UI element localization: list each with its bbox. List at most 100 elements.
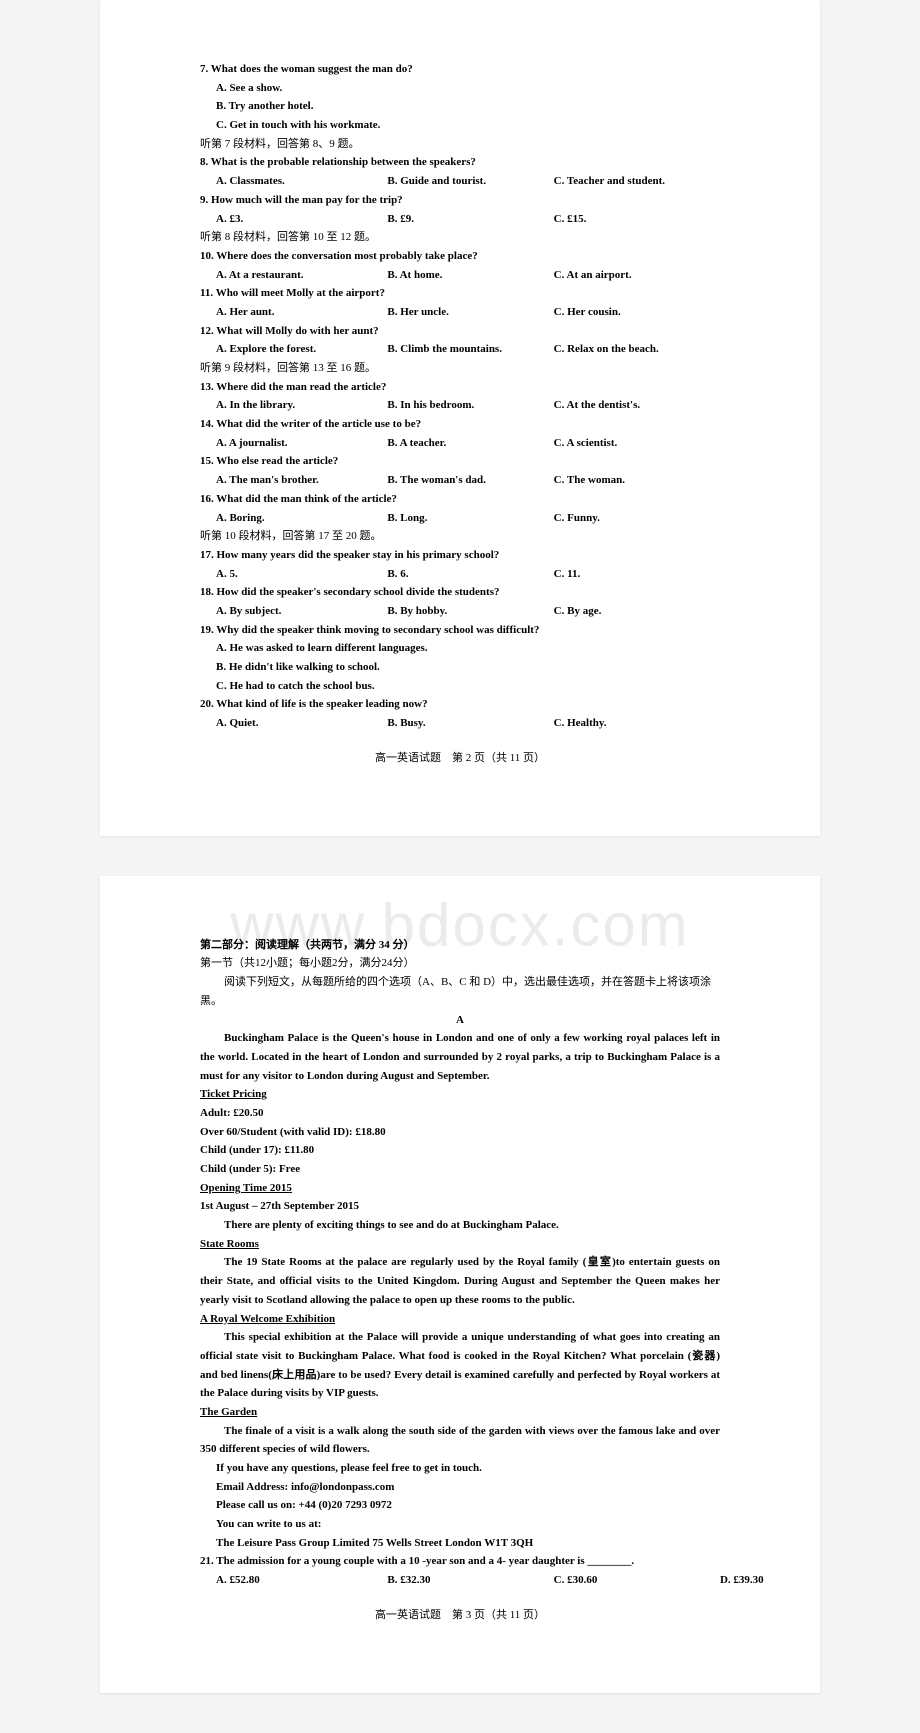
opening-line: There are plenty of exciting things to s… [200,1216,720,1235]
q7-b: B. Try another hotel. [200,97,720,116]
q19-c: C. He had to catch the school bus. [200,677,720,696]
q15-b: B. The woman's dad. [387,471,553,490]
state-head: State Rooms [200,1235,720,1254]
part2-title: 第二部分：阅读理解（共两节，满分 34 分） [200,936,720,955]
pricing-child5: Child (under 5): Free [200,1160,720,1179]
contact-1: If you have any questions, please feel f… [200,1459,720,1478]
q16-b: B. Long. [387,509,553,528]
q13-stem: 13. Where did the man read the article? [200,378,720,397]
q14-stem: 14. What did the writer of the article u… [200,415,720,434]
q21-choices: A. £52.80 B. £32.30 C. £30.60 D. £39.30 [200,1571,720,1590]
contact-4: You can write to us at: [200,1515,720,1534]
q8-choices: A. Classmates. B. Guide and tourist. C. … [200,172,720,191]
sec1-inst: 阅读下列短文，从每题所给的四个选项（A、B、C 和 D）中，选出最佳选项，并在答… [200,973,720,1010]
q17-stem: 17. How many years did the speaker stay … [200,546,720,565]
q13-c: C. At the dentist's. [554,396,720,415]
q21-c: C. £30.60 [554,1571,720,1590]
q19-b: B. He didn't like walking to school. [200,658,720,677]
garden-body: The finale of a visit is a walk along th… [200,1422,720,1459]
q10-choices: A. At a restaurant. B. At home. C. At an… [200,266,720,285]
opening-head: Opening Time 2015 [200,1179,720,1198]
q15-stem: 15. Who else read the article? [200,452,720,471]
q15-a: A. The man's brother. [216,471,387,490]
q10-b: B. At home. [387,266,553,285]
q10-a: A. At a restaurant. [216,266,387,285]
q13-b: B. In his bedroom. [387,396,553,415]
sec1-title: 第一节（共12小题；每小题2分，满分24分） [200,954,720,973]
q10-c: C. At an airport. [554,266,720,285]
q16-a: A. Boring. [216,509,387,528]
q10-stem: 10. Where does the conversation most pro… [200,247,720,266]
q14-choices: A. A journalist. B. A teacher. C. A scie… [200,434,720,453]
q18-stem: 18. How did the speaker's secondary scho… [200,583,720,602]
passage-a-p1: Buckingham Palace is the Queen's house i… [200,1029,720,1085]
q19-a: A. He was asked to learn different langu… [200,639,720,658]
contact-3: Please call us on: +44 (0)20 7293 0972 [200,1496,720,1515]
welcome-head: A Royal Welcome Exhibition [200,1310,720,1329]
q21-stem: 21. The admission for a young couple wit… [200,1552,720,1571]
q11-a: A. Her aunt. [216,303,387,322]
q16-stem: 16. What did the man think of the articl… [200,490,720,509]
q20-b: B. Busy. [387,714,553,733]
pricing-over60: Over 60/Student (with valid ID): £18.80 [200,1123,720,1142]
q15-c: C. The woman. [554,471,720,490]
q13-choices: A. In the library. B. In his bedroom. C.… [200,396,720,415]
q9-a: A. £3. [216,210,387,229]
q8-a: A. Classmates. [216,172,387,191]
q18-b: B. By hobby. [387,602,553,621]
q16-c: C. Funny. [554,509,720,528]
garden-head: The Garden [200,1403,720,1422]
q19-stem: 19. Why did the speaker think moving to … [200,621,720,640]
q16-choices: A. Boring. B. Long. C. Funny. [200,509,720,528]
inst-7: 听第 7 段材料，回答第 8、9 题。 [200,135,720,154]
q9-choices: A. £3. B. £9. C. £15. [200,210,720,229]
q12-a: A. Explore the forest. [216,340,387,359]
q9-b: B. £9. [387,210,553,229]
q21-a: A. £52.80 [216,1571,387,1590]
q9-stem: 9. How much will the man pay for the tri… [200,191,720,210]
inst-10: 听第 10 段材料，回答第 17 至 20 题。 [200,527,720,546]
q8-c: C. Teacher and student. [554,172,720,191]
q18-a: A. By subject. [216,602,387,621]
q7-c: C. Get in touch with his workmate. [200,116,720,135]
q12-choices: A. Explore the forest. B. Climb the moun… [200,340,720,359]
passage-a-label: A [200,1011,720,1030]
contact-5: The Leisure Pass Group Limited 75 Wells … [200,1534,720,1553]
page2-footer: 高一英语试题 第 2 页（共 11 页） [200,749,720,765]
q18-c: C. By age. [554,602,720,621]
q11-choices: A. Her aunt. B. Her uncle. C. Her cousin… [200,303,720,322]
pricing-head: Ticket Pricing [200,1085,720,1104]
q7-stem: 7. What does the woman suggest the man d… [200,60,720,79]
q14-c: C. A scientist. [554,434,720,453]
inst-9: 听第 9 段材料，回答第 13 至 16 题。 [200,359,720,378]
exam-page-2: 7. What does the woman suggest the man d… [100,0,820,836]
pricing-adult: Adult: £20.50 [200,1104,720,1123]
q20-choices: A. Quiet. B. Busy. C. Healthy. [200,714,720,733]
q17-a: A. 5. [216,565,387,584]
pricing-child17: Child (under 17): £11.80 [200,1141,720,1160]
contact-2: Email Address: info@londonpass.com [200,1478,720,1497]
q17-choices: A. 5. B. 6. C. 11. [200,565,720,584]
q21-d: D. £39.30 [720,1571,846,1590]
q18-choices: A. By subject. B. By hobby. C. By age. [200,602,720,621]
q12-b: B. Climb the mountains. [387,340,553,359]
q11-c: C. Her cousin. [554,303,720,322]
q8-stem: 8. What is the probable relationship bet… [200,153,720,172]
q11-b: B. Her uncle. [387,303,553,322]
opening-date: 1st August – 27th September 2015 [200,1197,720,1216]
exam-page-3: www.bdocx.com 第二部分：阅读理解（共两节，满分 34 分） 第一节… [100,876,820,1693]
q20-c: C. Healthy. [554,714,720,733]
state-body: The 19 State Rooms at the palace are reg… [200,1253,720,1309]
q21-b: B. £32.30 [387,1571,553,1590]
page3-footer: 高一英语试题 第 3 页（共 11 页） [200,1606,720,1622]
q7-a: A. See a show. [200,79,720,98]
q14-b: B. A teacher. [387,434,553,453]
q14-a: A. A journalist. [216,434,387,453]
q15-choices: A. The man's brother. B. The woman's dad… [200,471,720,490]
q20-a: A. Quiet. [216,714,387,733]
q8-b: B. Guide and tourist. [387,172,553,191]
q17-c: C. 11. [554,565,720,584]
q13-a: A. In the library. [216,396,387,415]
q11-stem: 11. Who will meet Molly at the airport? [200,284,720,303]
q20-stem: 20. What kind of life is the speaker lea… [200,695,720,714]
